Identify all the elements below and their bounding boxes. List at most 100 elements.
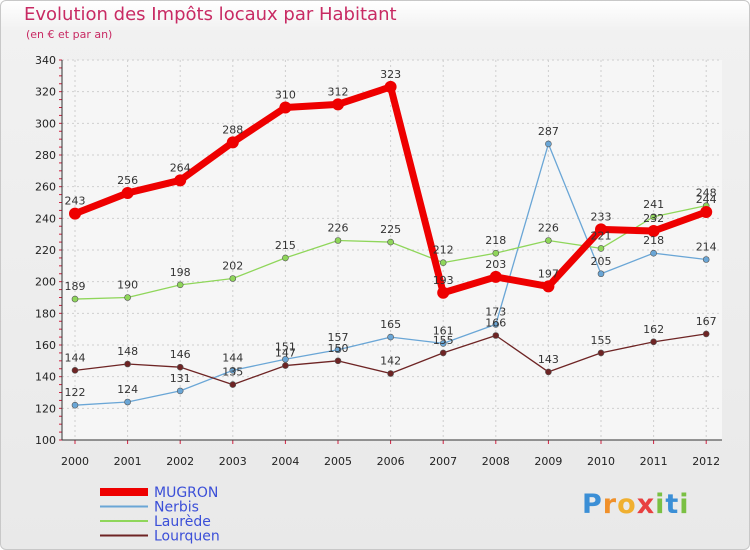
data-label: 215 bbox=[275, 239, 296, 252]
data-point bbox=[124, 360, 131, 368]
data-point bbox=[545, 368, 552, 376]
y-tick-label: 340 bbox=[35, 54, 56, 67]
x-tick-label: 2007 bbox=[429, 455, 457, 468]
data-point bbox=[229, 367, 237, 374]
logo-letter: P bbox=[582, 489, 603, 520]
data-point bbox=[282, 355, 289, 363]
x-tick-label: 2008 bbox=[482, 455, 510, 468]
legend-label-mugron: MUGRON bbox=[154, 485, 218, 501]
data-label: 226 bbox=[538, 222, 559, 235]
data-label: 256 bbox=[117, 174, 138, 187]
y-tick-label: 200 bbox=[35, 276, 56, 289]
data-point bbox=[229, 275, 237, 282]
legend-label-lourquen: Lourquen bbox=[154, 529, 220, 545]
data-point bbox=[226, 136, 239, 149]
data-point bbox=[334, 357, 342, 365]
logo-letter: r bbox=[602, 489, 618, 520]
data-label: 241 bbox=[643, 198, 664, 211]
data-point bbox=[176, 387, 184, 395]
data-label: 218 bbox=[643, 234, 664, 247]
data-label: 323 bbox=[380, 68, 401, 81]
data-label: 150 bbox=[328, 342, 349, 355]
data-label: 244 bbox=[696, 193, 717, 206]
data-label: 202 bbox=[222, 260, 243, 273]
data-label: 218 bbox=[485, 234, 506, 247]
y-tick-label: 300 bbox=[35, 117, 56, 130]
data-label: 142 bbox=[380, 355, 401, 368]
data-point bbox=[545, 237, 552, 244]
data-point bbox=[595, 223, 607, 236]
data-point bbox=[124, 398, 131, 406]
data-point bbox=[387, 370, 394, 377]
data-point bbox=[492, 332, 500, 339]
y-tick-label: 140 bbox=[35, 371, 56, 384]
data-point bbox=[439, 340, 447, 347]
x-tick-label: 2011 bbox=[640, 455, 668, 468]
logo-letter: i bbox=[655, 489, 666, 520]
data-point bbox=[647, 225, 660, 237]
data-label: 151 bbox=[275, 340, 296, 353]
y-tick-label: 220 bbox=[35, 244, 56, 257]
data-point bbox=[282, 362, 289, 369]
data-label: 162 bbox=[643, 323, 664, 336]
data-point bbox=[650, 249, 657, 257]
data-label: 288 bbox=[222, 123, 243, 136]
data-point bbox=[176, 281, 184, 289]
data-point bbox=[387, 333, 394, 341]
data-label: 143 bbox=[538, 353, 559, 366]
x-tick-label: 2005 bbox=[324, 455, 352, 468]
logo-letter: t bbox=[665, 489, 680, 520]
data-label: 312 bbox=[328, 85, 349, 98]
data-label: 233 bbox=[591, 210, 612, 223]
x-tick-label: 2004 bbox=[271, 455, 299, 468]
data-label: 173 bbox=[485, 305, 506, 318]
data-label: 214 bbox=[696, 241, 717, 254]
data-label: 144 bbox=[222, 351, 243, 364]
data-label: 146 bbox=[170, 348, 191, 361]
data-point bbox=[334, 346, 342, 354]
x-tick-label: 2009 bbox=[534, 455, 562, 468]
data-point bbox=[489, 270, 502, 283]
y-tick-label: 180 bbox=[35, 307, 56, 320]
data-label: 135 bbox=[222, 366, 243, 379]
data-label: 190 bbox=[117, 279, 138, 292]
data-label: 198 bbox=[170, 266, 191, 279]
data-label: 155 bbox=[433, 334, 454, 347]
data-point bbox=[174, 174, 187, 187]
logo-letter: o bbox=[617, 489, 637, 520]
data-label: 167 bbox=[696, 315, 717, 328]
data-label: 243 bbox=[65, 195, 86, 208]
data-point bbox=[597, 270, 605, 278]
y-tick-label: 100 bbox=[35, 434, 56, 447]
data-label: 147 bbox=[275, 347, 296, 360]
data-point bbox=[439, 349, 447, 357]
data-point bbox=[282, 254, 289, 262]
data-label: 157 bbox=[328, 331, 349, 344]
data-point bbox=[597, 349, 605, 357]
data-label: 225 bbox=[380, 223, 401, 236]
y-tick-label: 280 bbox=[35, 149, 56, 162]
data-label: 264 bbox=[170, 161, 191, 174]
data-point bbox=[439, 259, 447, 266]
y-tick-label: 260 bbox=[35, 181, 56, 194]
data-label: 226 bbox=[328, 222, 349, 235]
data-point bbox=[121, 187, 134, 199]
x-tick-label: 2006 bbox=[377, 455, 405, 468]
data-label: 155 bbox=[591, 334, 612, 347]
x-tick-label: 2003 bbox=[219, 455, 247, 468]
data-point bbox=[332, 98, 344, 111]
data-point bbox=[492, 321, 500, 328]
data-label: 165 bbox=[380, 318, 401, 331]
data-point bbox=[279, 101, 292, 114]
x-tick-label: 2002 bbox=[166, 455, 194, 468]
proxiti-logo: Proxiti bbox=[582, 489, 690, 520]
y-tick-label: 320 bbox=[35, 86, 56, 99]
data-point bbox=[545, 140, 552, 148]
data-point bbox=[597, 245, 605, 252]
data-point bbox=[387, 238, 394, 246]
logo-letter: x bbox=[636, 489, 656, 520]
data-label: 232 bbox=[643, 212, 664, 225]
data-label: 287 bbox=[538, 125, 559, 138]
data-point bbox=[69, 207, 81, 220]
x-tick-label: 2001 bbox=[114, 455, 142, 468]
